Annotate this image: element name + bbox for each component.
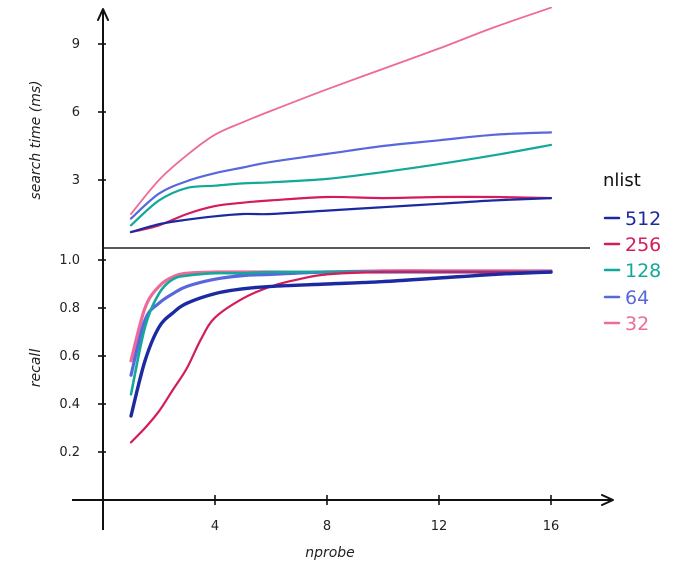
- top-series-line-128: [129, 143, 553, 227]
- legend: nlist 512 256 128 64 32: [603, 170, 661, 335]
- top-y-tick-label: 9: [72, 37, 80, 52]
- legend-entry-256: 256: [603, 234, 661, 256]
- top-series-line-256: [129, 195, 553, 234]
- x-axis-title: nprobe: [305, 545, 355, 561]
- bottom-y-tick-label: 0.8: [59, 301, 80, 316]
- bottom-series-line-128: [129, 270, 553, 396]
- bottom-series-line-64: [129, 270, 553, 377]
- legend-entry-128: 128: [603, 260, 661, 282]
- x-tick-label: 16: [543, 519, 560, 534]
- bottom-y-axis-title: recall: [28, 349, 44, 388]
- series-layer: [129, 6, 553, 444]
- top-y-tick-label: 3: [72, 173, 80, 188]
- ticks-layer: 3 6 9 0.2 0.4 0.6 0.8 1.0 4 8 12 16: [59, 37, 559, 534]
- bottom-y-tick-label: 0.2: [59, 445, 80, 460]
- x-tick-label: 12: [431, 519, 448, 534]
- top-series-line-32: [130, 6, 552, 215]
- bottom-y-tick-label: 1.0: [59, 253, 80, 268]
- legend-label-256: 256: [625, 234, 661, 256]
- legend-label-512: 512: [625, 208, 661, 230]
- legend-label-32: 32: [625, 313, 649, 335]
- x-tick-label: 8: [323, 519, 331, 534]
- top-series-line-64: [129, 131, 553, 220]
- legend-label-64: 64: [625, 287, 649, 309]
- top-y-tick-label: 6: [72, 105, 80, 120]
- legend-entry-32: 32: [603, 313, 649, 335]
- legend-entry-64: 64: [603, 287, 649, 309]
- legend-entry-512: 512: [603, 208, 661, 230]
- bottom-series-line-256: [129, 270, 553, 444]
- bottom-series-line-512: [129, 270, 553, 418]
- bottom-y-tick-label: 0.4: [59, 397, 80, 412]
- x-tick-label: 4: [211, 519, 219, 534]
- top-y-axis-title: search time (ms): [28, 80, 44, 199]
- top-series-line-512: [129, 197, 553, 234]
- bottom-y-tick-label: 0.6: [59, 349, 80, 364]
- legend-title: nlist: [603, 170, 641, 191]
- legend-label-128: 128: [625, 260, 661, 282]
